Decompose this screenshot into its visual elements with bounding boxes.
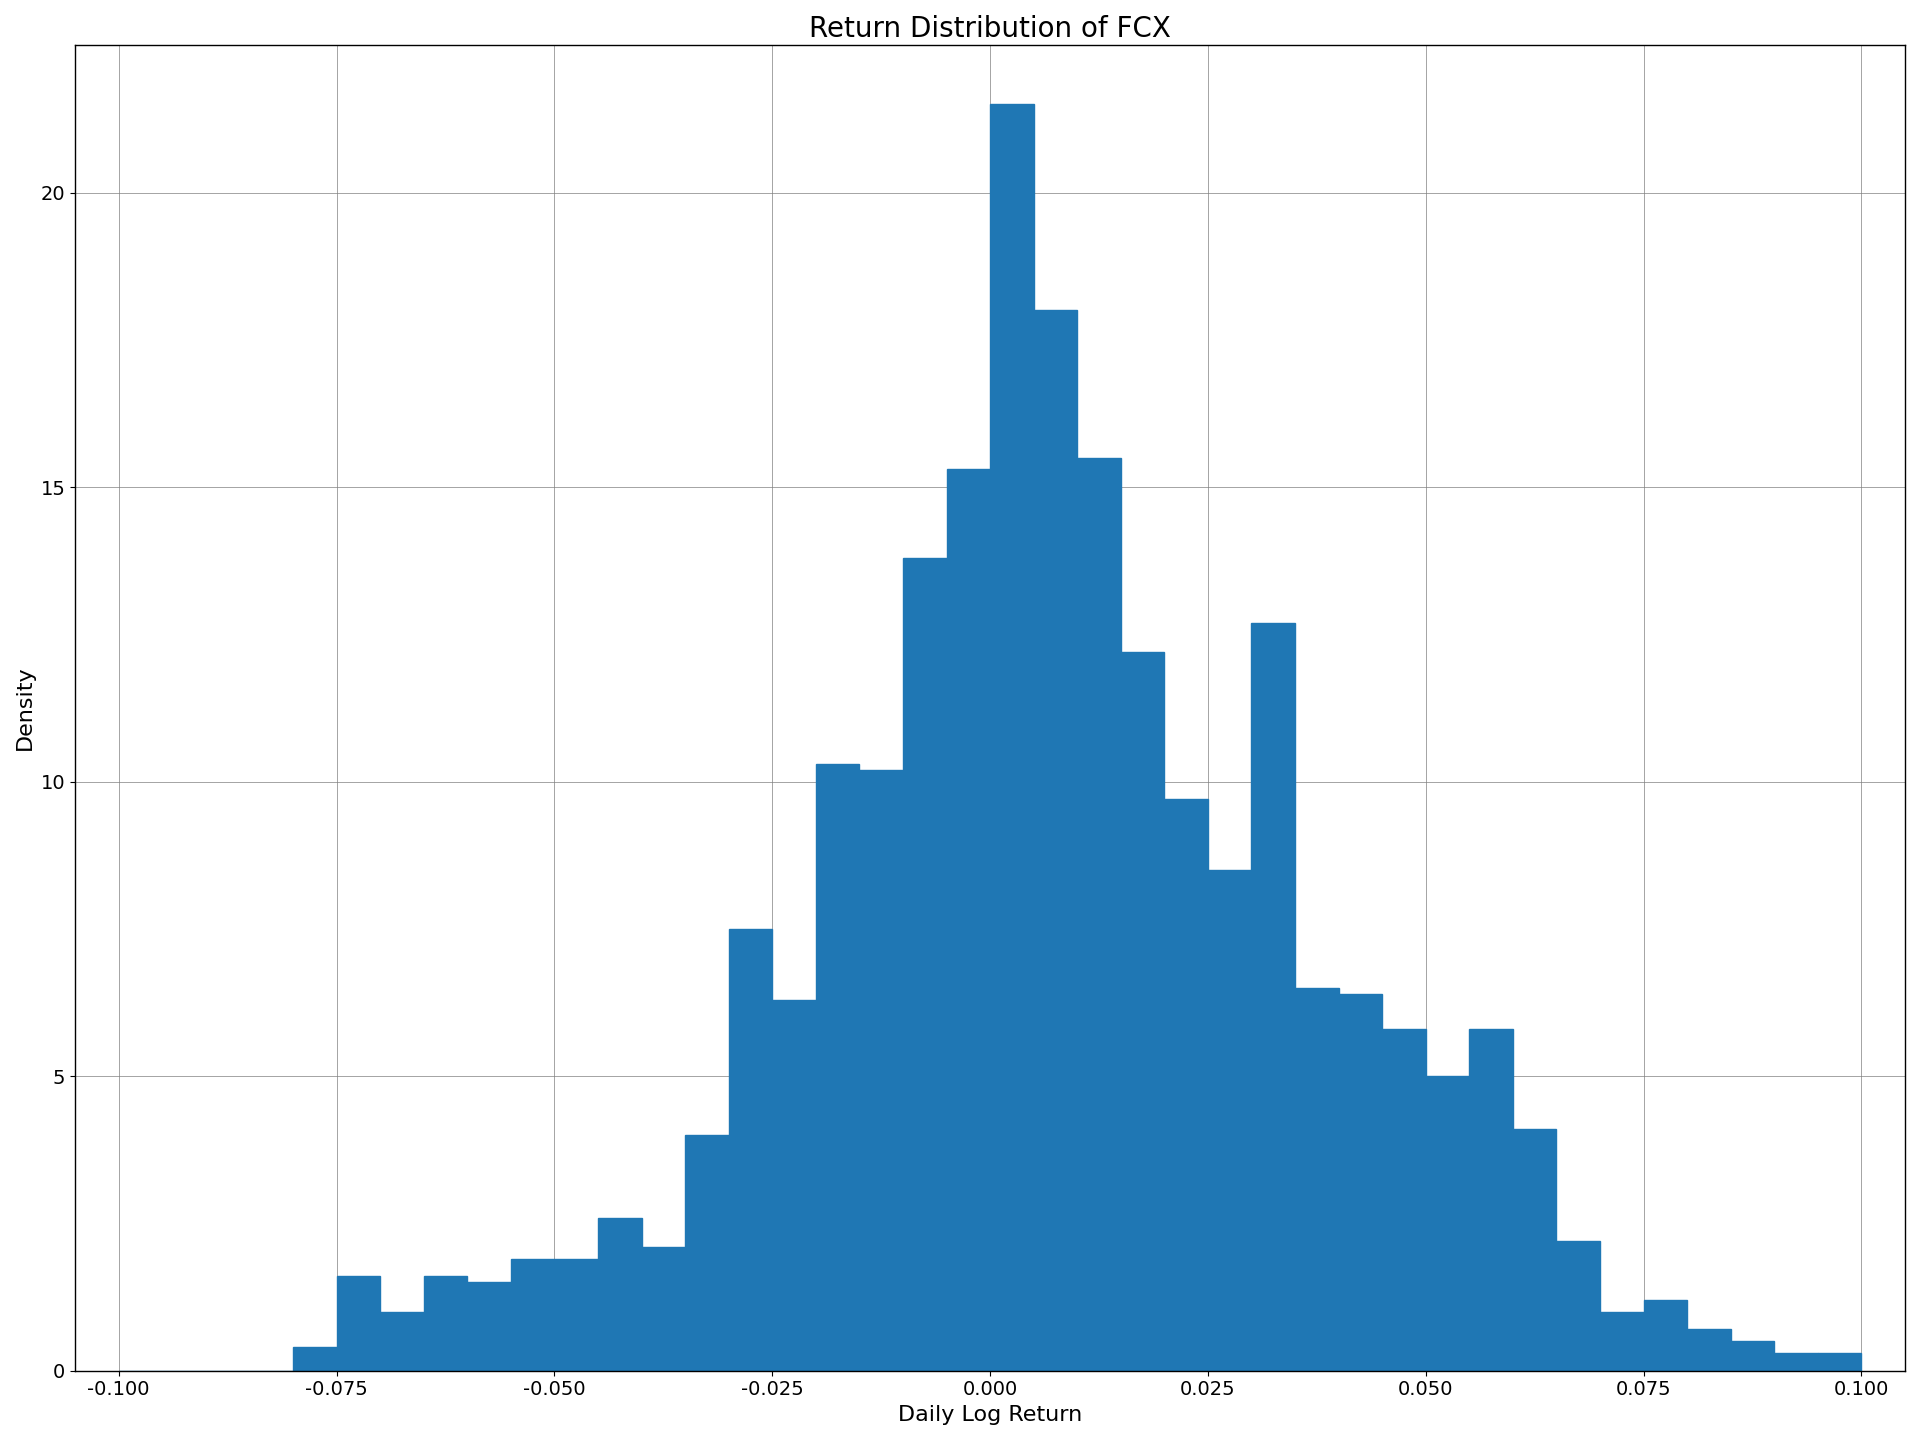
Bar (1252, 622, 1296, 1371)
Bar (772, 999, 816, 1371)
Bar (336, 1276, 380, 1371)
Bar (294, 1348, 336, 1371)
Bar (1469, 1030, 1513, 1371)
Bar (860, 770, 902, 1371)
Bar (1077, 458, 1121, 1371)
Bar (380, 1312, 424, 1371)
Bar (991, 104, 1033, 1371)
Bar (902, 557, 947, 1371)
Bar (1296, 988, 1338, 1371)
Bar (424, 1276, 467, 1371)
Bar (1208, 870, 1252, 1371)
Bar (1427, 1076, 1469, 1371)
Bar (1121, 652, 1164, 1371)
Bar (730, 929, 772, 1371)
Bar (555, 1259, 597, 1371)
Bar (816, 765, 860, 1371)
Bar (1688, 1329, 1730, 1371)
Bar (1513, 1129, 1557, 1371)
Bar (641, 1247, 685, 1371)
Bar (467, 1283, 511, 1371)
Bar (685, 1135, 730, 1371)
Title: Return Distribution of FCX: Return Distribution of FCX (808, 14, 1171, 43)
Bar (1338, 994, 1382, 1371)
X-axis label: Daily Log Return: Daily Log Return (899, 1405, 1083, 1426)
Bar (1164, 799, 1208, 1371)
Bar (1557, 1241, 1599, 1371)
Bar (1382, 1030, 1427, 1371)
Bar (1818, 1354, 1860, 1371)
Bar (597, 1218, 641, 1371)
Bar (947, 469, 991, 1371)
Bar (511, 1259, 555, 1371)
Bar (1774, 1354, 1818, 1371)
Bar (1599, 1312, 1644, 1371)
Bar (1644, 1300, 1688, 1371)
Bar (1730, 1341, 1774, 1371)
Bar (1033, 311, 1077, 1371)
Y-axis label: Density: Density (15, 665, 35, 750)
